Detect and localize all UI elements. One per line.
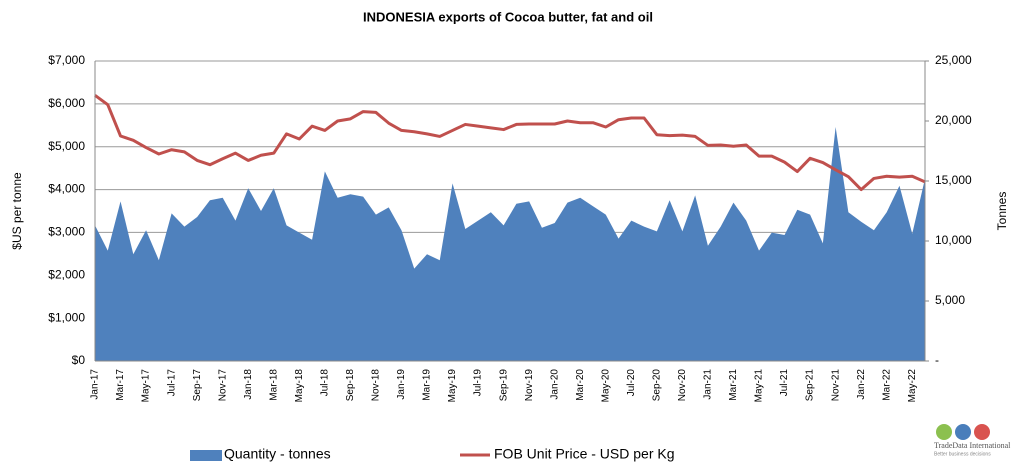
y-tick-label: $3,000	[48, 225, 85, 239]
x-tick-label: Nov-18	[371, 369, 382, 402]
x-tick-label: Nov-20	[677, 369, 688, 402]
x-tick-label: May-20	[600, 369, 611, 403]
logo-name: TradeData International	[934, 441, 1011, 450]
logo-tagline: Better business decisions	[934, 451, 991, 457]
x-tick-label: Jan-17	[90, 369, 101, 400]
x-tick-label: Sep-19	[498, 369, 509, 402]
legend-item: FOB Unit Price - USD per Kg	[460, 446, 675, 462]
legend-label: Quantity - tonnes	[224, 446, 331, 462]
y-tick-label: $1,000	[48, 310, 85, 324]
legend-label: FOB Unit Price - USD per Kg	[494, 446, 675, 462]
x-tick-label: Jan-22	[856, 369, 867, 400]
x-tick-label: Jul-18	[319, 369, 330, 397]
logo-globe	[936, 424, 952, 440]
x-tick-label: May-19	[447, 369, 458, 403]
x-tick-label: May-21	[754, 369, 765, 403]
x-tick-label: Sep-17	[192, 369, 203, 402]
x-tick-label: Jul-21	[779, 369, 790, 397]
y-tick-label: $6,000	[48, 96, 85, 110]
x-tick-label: Sep-20	[651, 369, 662, 402]
y-tick-label: $7,000	[48, 53, 85, 67]
x-tick-label: Jan-20	[549, 369, 560, 400]
x-tick-label: Jul-17	[166, 369, 177, 397]
x-tick-label: Mar-20	[575, 369, 586, 401]
y2-tick-label: -	[935, 353, 939, 367]
legend-item: Quantity - tonnes	[190, 446, 331, 462]
x-tick-label: May-18	[294, 369, 305, 403]
x-tick-label: Mar-17	[115, 369, 126, 401]
x-tick-label: Nov-17	[217, 369, 228, 402]
y-tick-label: $2,000	[48, 267, 85, 281]
x-tick-label: Mar-19	[422, 369, 433, 401]
x-tick-label: May-17	[141, 369, 152, 403]
y2-axis-label: Tonnes	[995, 192, 1009, 231]
x-tick-label: Nov-19	[524, 369, 535, 402]
x-tick-label: Jan-21	[703, 369, 714, 400]
x-tick-label: Mar-21	[728, 369, 739, 401]
x-tick-label: Jul-20	[626, 369, 637, 397]
logo-globe	[974, 424, 990, 440]
x-tick-label: Jan-19	[396, 369, 407, 400]
y-axis-label: $US per tonne	[10, 172, 24, 250]
legend-swatch	[190, 450, 222, 461]
y-tick-label: $4,000	[48, 182, 85, 196]
x-tick-label: May-22	[907, 369, 918, 403]
x-tick-label: Mar-22	[881, 369, 892, 401]
x-tick-label: Sep-18	[345, 369, 356, 402]
chart-title: INDONESIA exports of Cocoa butter, fat a…	[363, 9, 653, 24]
y2-tick-label: 25,000	[935, 53, 972, 67]
area	[95, 127, 925, 361]
x-tick-label: Jul-19	[473, 369, 484, 397]
x-tick-label: Nov-21	[830, 369, 841, 402]
y-tick-label: $0	[72, 353, 86, 367]
y2-tick-label: 20,000	[935, 113, 972, 127]
line	[94, 94, 926, 192]
x-tick-label: Mar-18	[268, 369, 279, 401]
y2-tick-label: 15,000	[935, 173, 972, 187]
y-tick-label: $5,000	[48, 139, 85, 153]
x-tick-label: Sep-21	[805, 369, 816, 402]
logo: TradeData International Better business …	[934, 424, 1011, 457]
y2-tick-label: 10,000	[935, 233, 972, 247]
x-tick-label: Jan-18	[243, 369, 254, 400]
y2-tick-label: 5,000	[935, 293, 965, 307]
logo-globe	[955, 424, 971, 440]
